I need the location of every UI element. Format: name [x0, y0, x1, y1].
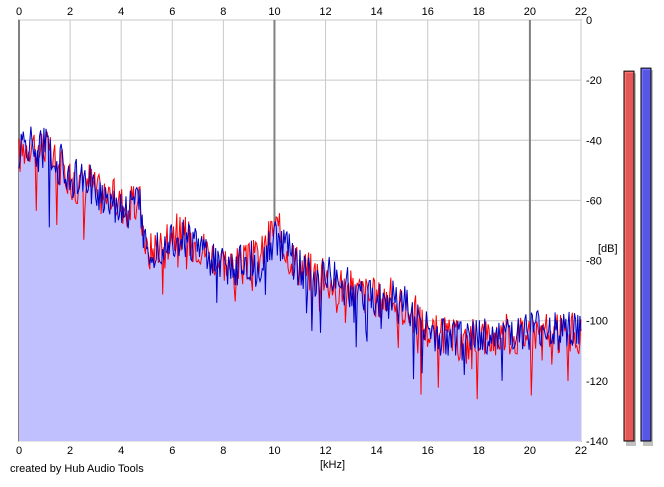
x-tick-label-bottom: 14: [371, 445, 383, 457]
x-tick-label-bottom: 8: [220, 445, 226, 457]
x-tick-label-top: 6: [169, 6, 175, 18]
x-tick-label-top: 8: [220, 6, 226, 18]
x-tick-label-top: 4: [118, 6, 124, 18]
level-meter-1: [623, 70, 635, 442]
x-tick-label-top: 2: [67, 6, 73, 18]
y-tick-label: -80: [586, 256, 602, 268]
y-tick-label: -60: [586, 195, 602, 207]
x-tick-label-bottom: 2: [67, 445, 73, 457]
x-tick-label-top: 12: [319, 6, 331, 18]
x-tick-label-bottom: 16: [422, 445, 434, 457]
y-tick-label: 0: [586, 15, 592, 27]
y-tick-label: -40: [586, 135, 602, 147]
spectrum-lines: [18, 126, 582, 400]
x-tick-label-bottom: 0: [16, 445, 22, 457]
spectrum-fill: [19, 126, 581, 441]
credit-text: created by Hub Audio Tools: [10, 463, 144, 475]
y-tick-label: -20: [586, 75, 602, 87]
x-tick-label-top: 16: [422, 6, 434, 18]
level-meters: [623, 67, 653, 446]
x-tick-label-bottom: 22: [575, 445, 587, 457]
series-line-2: [18, 126, 582, 381]
spectrum-area: [19, 126, 581, 441]
x-tick-label-bottom: 20: [524, 445, 536, 457]
level-meter-2: [640, 67, 652, 442]
axes: 0-20-40-60-80-100-120-140002244668810101…: [16, 6, 608, 457]
x-tick-label-bottom: 18: [473, 445, 485, 457]
x-tick-label-bottom: 6: [169, 445, 175, 457]
x-tick-label-top: 22: [575, 6, 587, 18]
y-axis-label: [dB]: [598, 243, 618, 255]
x-axis-label: [kHz]: [320, 459, 345, 471]
x-tick-label-bottom: 4: [118, 445, 124, 457]
x-tick-label-bottom: 12: [319, 445, 331, 457]
y-tick-label: -140: [586, 436, 608, 448]
x-tick-label-top: 14: [371, 6, 383, 18]
x-tick-label-top: 10: [268, 6, 280, 18]
x-tick-label-top: 20: [524, 6, 536, 18]
x-tick-label-top: 0: [16, 6, 22, 18]
x-tick-label-bottom: 10: [268, 445, 280, 457]
x-tick-label-top: 18: [473, 6, 485, 18]
y-tick-label: -120: [586, 376, 608, 388]
y-tick-label: -100: [586, 316, 608, 328]
